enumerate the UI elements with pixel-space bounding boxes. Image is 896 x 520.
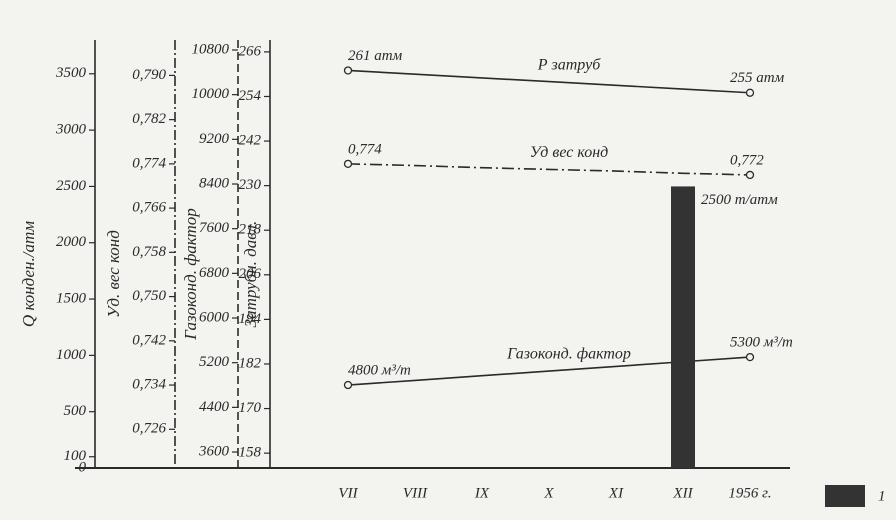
tick-label: 0,790 bbox=[132, 67, 166, 83]
tick-label: 0,734 bbox=[132, 376, 166, 392]
value-label: 5300 м³/т bbox=[730, 335, 793, 351]
x-tick-label: VIII bbox=[403, 485, 428, 501]
tick-label: 182 bbox=[239, 355, 262, 371]
tick-label: 3500 bbox=[55, 65, 87, 81]
value-label: 261 атм bbox=[348, 48, 403, 64]
tick-label: 218 bbox=[239, 222, 262, 238]
tick-label: 3600 bbox=[198, 443, 230, 459]
bar bbox=[671, 186, 695, 468]
series-label: Уд вес конд bbox=[530, 144, 609, 161]
tick-label: 4400 bbox=[199, 399, 230, 415]
series-label: Газоконд. фактор bbox=[506, 346, 631, 363]
tick-label: 0,742 bbox=[132, 332, 166, 348]
tick-label: 0,726 bbox=[132, 421, 166, 437]
tick-label: 194 bbox=[239, 311, 262, 327]
tick-label: 1500 bbox=[56, 290, 87, 306]
tick-label: 0,750 bbox=[132, 288, 166, 304]
point bbox=[343, 66, 353, 75]
tick-label: 0,766 bbox=[132, 200, 166, 216]
tick-label: 7600 bbox=[199, 220, 230, 236]
point bbox=[745, 170, 755, 180]
tick-label: 0 bbox=[79, 459, 87, 475]
tick-label: 5200 bbox=[199, 354, 230, 370]
axis-label: Газоконд. фактор bbox=[181, 208, 200, 341]
point bbox=[745, 352, 755, 362]
tick-label: 6800 bbox=[199, 265, 230, 281]
tick-label: 100 bbox=[64, 448, 87, 464]
tick-label: 10000 bbox=[192, 86, 230, 102]
legend-swatch bbox=[825, 485, 865, 507]
tick-label: 6000 bbox=[199, 309, 230, 325]
tick-label: 3000 bbox=[55, 122, 87, 138]
axis-label: Уд. вес конд bbox=[104, 230, 123, 318]
tick-label: 500 bbox=[64, 403, 87, 419]
line bbox=[347, 69, 751, 94]
tick-label: 2000 bbox=[56, 234, 87, 250]
point bbox=[745, 88, 755, 97]
tick-label: 2500 bbox=[56, 178, 87, 194]
tick-label: 10800 bbox=[192, 41, 230, 57]
tick-label: 266 bbox=[239, 43, 262, 59]
x-tick-label: IX bbox=[474, 485, 490, 501]
value-label: 0,774 bbox=[348, 141, 382, 157]
x-tick-label: VII bbox=[338, 485, 358, 501]
tick-label: 0,758 bbox=[132, 244, 166, 260]
point bbox=[343, 380, 353, 390]
tick-label: 230 bbox=[239, 177, 262, 193]
tick-label: 0,774 bbox=[132, 155, 166, 171]
value-label: 4800 м³/т bbox=[348, 362, 411, 378]
tick-label: 1000 bbox=[56, 347, 87, 363]
tick-label: 0,782 bbox=[132, 111, 166, 127]
axis-label: Затрубн. давл. bbox=[241, 221, 260, 328]
axis-label: Q конден./атм bbox=[19, 221, 38, 327]
x-tick-label: 1956 г. bbox=[728, 485, 771, 501]
tick-label: 254 bbox=[239, 88, 262, 104]
tick-label: 8400 bbox=[199, 175, 230, 191]
value-label: 255 атм bbox=[730, 70, 785, 86]
point bbox=[343, 159, 353, 169]
value-label: 2500 т/атм bbox=[701, 192, 778, 208]
tick-label: 9200 bbox=[199, 131, 230, 147]
line bbox=[347, 163, 751, 176]
x-tick-label: X bbox=[543, 485, 554, 501]
tick-label: 158 bbox=[239, 445, 262, 461]
legend-label: 1 bbox=[878, 488, 886, 504]
tick-label: 242 bbox=[239, 132, 262, 148]
tick-label: 206 bbox=[239, 266, 262, 282]
tick-label: 170 bbox=[239, 400, 262, 416]
value-label: 0,772 bbox=[730, 152, 764, 168]
x-tick-label: XI bbox=[608, 485, 624, 501]
series-label: Р затруб bbox=[537, 56, 601, 73]
x-tick-label: XII bbox=[672, 485, 693, 501]
